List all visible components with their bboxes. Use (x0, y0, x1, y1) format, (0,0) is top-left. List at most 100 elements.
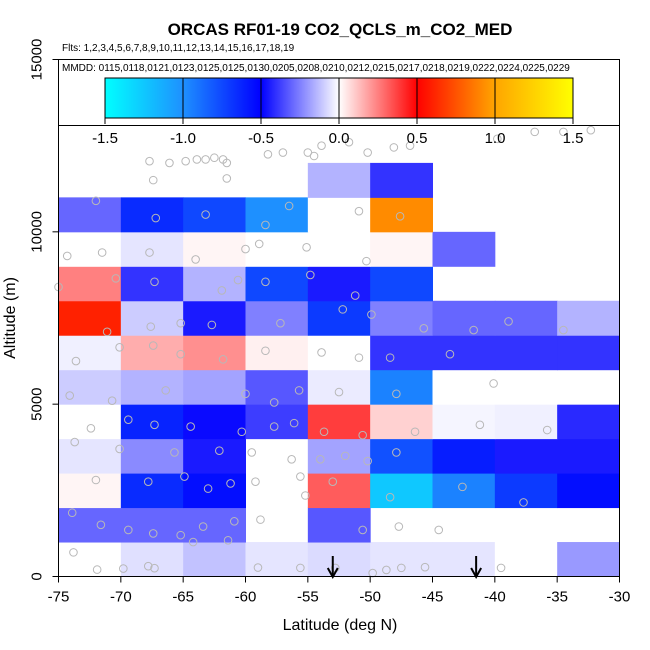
heatmap-cell (557, 404, 620, 440)
observation-point (316, 455, 325, 464)
heatmap-cell (183, 197, 246, 233)
observation-point (392, 448, 401, 457)
observation-point (145, 156, 154, 166)
observation-point (496, 563, 506, 573)
observation-point (96, 520, 106, 530)
heatmap-cell (307, 231, 371, 267)
observation-point (469, 325, 478, 335)
x-axis: -75 -70 -65 -60 -55 -50 -45 -40 -35 -30 (48, 576, 631, 606)
observation-point (542, 425, 552, 435)
heatmap-cell (120, 266, 184, 302)
heatmap-cell (432, 542, 496, 577)
observation-point (237, 427, 247, 437)
observation-point (102, 327, 112, 337)
colorbar-tick-label: 0.5 (407, 130, 428, 147)
observation-point (170, 448, 179, 457)
observation-point (389, 143, 399, 152)
heatmap-cell (432, 438, 496, 474)
heatmap-cell (183, 266, 246, 302)
observation-point (150, 563, 159, 573)
heatmap-cell (370, 162, 433, 198)
heatmap-cell (58, 300, 122, 336)
heatmap-cell (370, 266, 433, 302)
heatmap-cell (307, 438, 371, 474)
x-tick-label: -30 (609, 589, 631, 606)
flights-text: Flts: 1,2,3,4,5,6,7,8,9,10,11,12,13,14,1… (62, 43, 295, 54)
observation-point (145, 248, 154, 257)
observation-point (306, 270, 315, 280)
colorbar-tick-label: -1.0 (170, 130, 196, 147)
observation-point (334, 387, 344, 397)
observation-point (358, 525, 367, 535)
heatmap-cell (120, 335, 184, 371)
observation-point (251, 477, 260, 487)
observation-point (218, 355, 228, 364)
y-axis-label: Altitude (m) (2, 277, 19, 359)
observation-point (261, 277, 270, 287)
observation-point (176, 349, 185, 359)
observation-point (115, 444, 124, 454)
observation-point (420, 562, 430, 572)
x-axis-label: Latitude (deg N) (283, 617, 398, 634)
observation-point (107, 396, 117, 406)
observation-point (146, 322, 156, 331)
y-axis: 0 5000 10000 15000 (29, 39, 59, 581)
heatmap-cell (183, 404, 246, 440)
x-tick-label: -35 (546, 589, 568, 606)
heatmap-cell (494, 473, 558, 509)
observation-point (287, 455, 296, 464)
plot-area (54, 59, 620, 580)
heatmap-cell (494, 404, 558, 440)
observation-point (222, 174, 232, 183)
observation-point (91, 475, 101, 485)
heatmap-cell (120, 473, 184, 509)
observation-point (111, 274, 121, 283)
observation-point (253, 563, 263, 572)
observation-point (69, 548, 78, 557)
heatmap-cell (183, 507, 246, 543)
observation-point (148, 341, 158, 350)
colorbar-ticks: -1.5 -1.0 -0.5 0.0 0.5 1.0 1.5 (92, 78, 583, 147)
observation-point (475, 420, 485, 430)
observation-point (395, 212, 405, 221)
observation-point (198, 522, 208, 531)
heatmap-cell (245, 197, 309, 233)
observation-point (530, 127, 540, 137)
observation-point (410, 427, 420, 437)
heatmap-cell (370, 335, 433, 371)
heatmap-cell (307, 404, 371, 440)
heatmap-cell (183, 542, 246, 577)
x-tick-label: -40 (484, 589, 506, 606)
observation-point (148, 529, 158, 538)
heatmap-cell (494, 542, 558, 577)
observation-point (394, 522, 404, 531)
heatmap-cell (432, 335, 496, 371)
observation-point (210, 153, 219, 163)
heatmap-cell (557, 369, 620, 405)
heatmap-cell (245, 335, 309, 371)
observation-point (65, 391, 75, 400)
observation-point (559, 325, 568, 335)
observation-point (586, 125, 596, 135)
observation-point (278, 148, 288, 157)
heatmap-cell (432, 231, 496, 267)
observation-point (269, 398, 279, 407)
observation-point (458, 482, 467, 492)
observation-point (71, 356, 81, 366)
observation-point (405, 141, 415, 150)
observation-point (445, 349, 455, 359)
observation-point (226, 479, 235, 488)
heatmap-cell (307, 542, 371, 577)
observation-point (148, 175, 158, 185)
heatmap-cell (370, 300, 433, 336)
heatmap-cell (307, 507, 371, 543)
observation-point (215, 446, 224, 455)
heatmap-cell (58, 197, 122, 233)
observation-point (161, 386, 171, 395)
observation-point (176, 318, 185, 328)
chart-title: ORCAS RF01-19 CO2_QCLS_m_CO2_MED (168, 20, 513, 39)
observation-point (151, 213, 161, 223)
heatmap-cell (58, 404, 122, 440)
x-tick-label: -65 (172, 589, 194, 606)
